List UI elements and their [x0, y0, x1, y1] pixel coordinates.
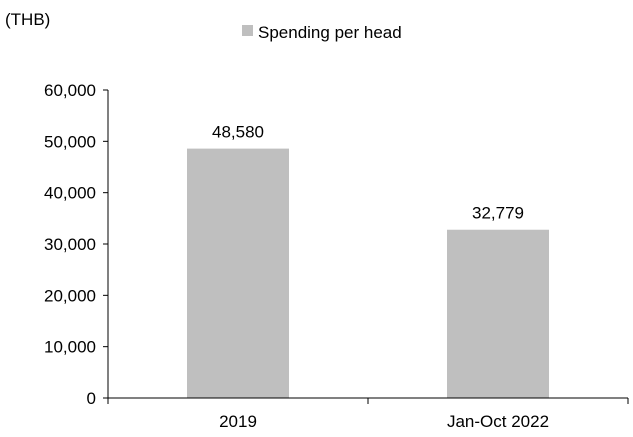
y-tick-label: 0 [87, 389, 96, 408]
x-tick-label: Jan-Oct 2022 [447, 412, 549, 431]
bar [447, 229, 549, 398]
bar-value-label: 48,580 [212, 123, 264, 142]
x-tick-label: 2019 [219, 412, 257, 431]
x-axis-ticks: 2019 Jan-Oct 2022 [107, 398, 629, 431]
unit-label: (THB) [5, 10, 50, 29]
y-tick-label: 40,000 [44, 184, 96, 203]
y-tick-label: 50,000 [44, 132, 96, 151]
legend: Spending per head [242, 23, 402, 42]
y-axis-ticks: 0 10,000 20,000 30,000 40,000 50,000 60,000 [44, 81, 108, 408]
y-tick-label: 30,000 [44, 235, 96, 254]
bar [187, 148, 289, 398]
bar-value-label: 32,779 [472, 204, 524, 223]
bars [187, 148, 549, 398]
y-tick-label: 10,000 [44, 338, 96, 357]
y-tick-label: 60,000 [44, 81, 96, 100]
legend-swatch [242, 25, 253, 36]
bar-data-labels: 48,580 32,779 [212, 123, 524, 223]
legend-label: Spending per head [258, 23, 402, 42]
y-tick-label: 20,000 [44, 286, 96, 305]
